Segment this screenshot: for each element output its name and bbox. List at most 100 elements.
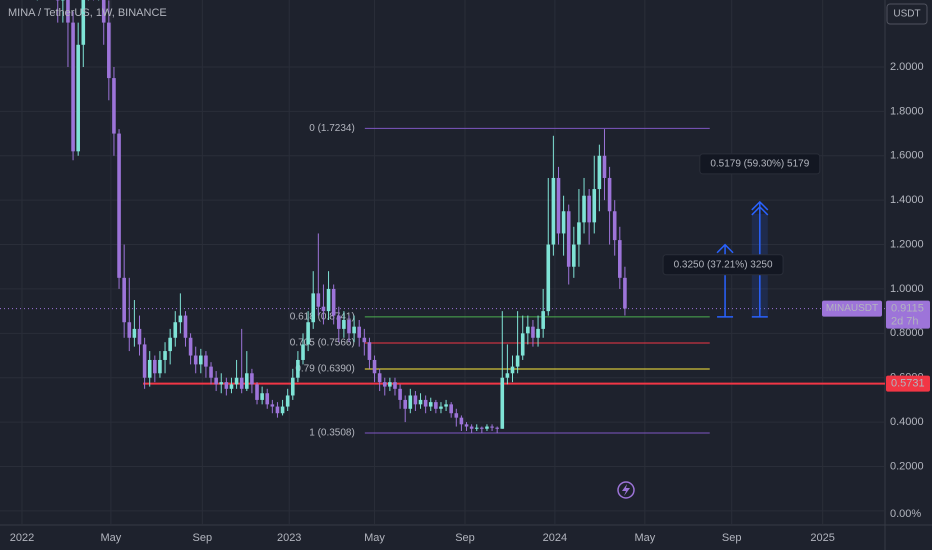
overlay: 0.00%0.20000.40000.60000.80001.00001.200…: [10, 61, 930, 544]
y-tick-label: 1.8000: [890, 105, 924, 117]
symbol-label: MINAUSDT: [826, 303, 878, 314]
candle-body: [101, 0, 106, 23]
candle-body: [71, 22, 75, 152]
candle-body: [117, 133, 121, 278]
y-tick-label: 0.00%: [890, 508, 921, 520]
candle-body: [347, 320, 351, 334]
candle-body: [520, 333, 525, 356]
candle-body: [326, 288, 331, 312]
price-axis-bg: [885, 0, 932, 550]
candle-body: [244, 373, 249, 389]
candle-body: [515, 355, 520, 367]
candle-body: [367, 342, 372, 360]
x-tick-label: 2024: [543, 532, 567, 544]
candle-body: [239, 377, 244, 389]
candle-body: [597, 155, 602, 190]
candle-body: [357, 326, 362, 338]
plot-area: 0 (1.7234) 0.618 (0.8741) 0.705 (0.7566) 0.…: [0, 0, 885, 439]
candle-body: [464, 424, 469, 427]
currency-label[interactable]: USDT: [893, 9, 920, 20]
candle-body: [158, 359, 162, 374]
y-tick-label: 1.2000: [890, 238, 924, 250]
candle-body: [618, 240, 622, 278]
candle-body: [127, 322, 132, 338]
candle-body: [142, 344, 147, 378]
candle-body: [612, 211, 617, 241]
currency-box[interactable]: [886, 3, 928, 25]
measure-label-text: 0.5179 (59.30%) 5179: [710, 159, 809, 170]
candle-body: [362, 337, 367, 343]
measure-label: 0.3250 (37.21%) 3250: [662, 254, 784, 276]
candle-body: [418, 399, 423, 405]
candle-body: [132, 328, 137, 338]
candle-body: [469, 426, 474, 429]
candle-body: [183, 315, 188, 338]
fib-label: 0 (1.7234): [309, 123, 355, 134]
candle-body: [342, 320, 346, 329]
candle-body: [224, 382, 229, 389]
candle-body: [444, 404, 448, 407]
candle-body: [602, 155, 607, 178]
x-tick-label: Sep: [722, 532, 742, 544]
measure-label-text: 0.3250 (37.21%) 3250: [674, 259, 773, 270]
candle-body: [193, 355, 198, 365]
candle-body: [188, 337, 193, 356]
x-tick-label: 2023: [277, 532, 301, 544]
candle-body: [505, 373, 510, 378]
candle-body: [592, 189, 597, 223]
x-tick-label: 2025: [810, 532, 834, 544]
candle-body: [107, 22, 111, 79]
candle-body: [572, 244, 576, 267]
fib-label: 0.79 (0.6390): [295, 364, 355, 375]
candle-body: [495, 427, 499, 429]
candle-body: [623, 277, 627, 309]
support-price-label: 0.5731: [891, 378, 925, 390]
candle-body: [209, 366, 213, 378]
candle-body: [275, 406, 280, 414]
fib-label: 1 (0.3508): [309, 428, 355, 439]
x-tick-label: 2022: [10, 532, 34, 544]
x-tick-label: Sep: [193, 532, 213, 544]
candle-body: [311, 293, 316, 323]
candle-body: [546, 244, 551, 312]
candle-body: [561, 211, 566, 234]
candle-body: [219, 382, 224, 385]
candle-body: [321, 306, 326, 312]
candle-body: [153, 359, 157, 374]
candle-body: [372, 359, 377, 374]
candle-body: [250, 373, 254, 385]
candle-body: [526, 326, 530, 334]
candle-body: [577, 222, 581, 245]
candle-body: [352, 326, 356, 334]
candle-body: [423, 399, 428, 407]
candle-body: [316, 293, 321, 307]
candle-body: [474, 427, 479, 429]
candle-body: [510, 366, 515, 374]
candle-body: [480, 427, 484, 429]
lightning-icon[interactable]: [617, 481, 635, 499]
candle-body: [582, 195, 586, 223]
candle-body: [234, 377, 239, 385]
candle-body: [587, 195, 591, 223]
candle-body: [285, 395, 290, 407]
candle-body: [76, 44, 80, 152]
y-tick-label: 1.0000: [890, 283, 924, 295]
candle-body: [255, 384, 259, 400]
candle-body: [173, 322, 178, 338]
candle-body: [459, 417, 464, 425]
candle-body: [439, 406, 443, 409]
candle-body: [147, 359, 152, 378]
symbol-tag: [822, 300, 882, 317]
candle-body: [199, 355, 203, 365]
candle-body: [500, 377, 505, 429]
x-tick-label: May: [100, 532, 121, 544]
candle-body: [260, 393, 264, 400]
candle-body: [377, 373, 382, 383]
candle-body: [434, 402, 438, 409]
candle-body: [66, 0, 70, 23]
support-price-tag: [886, 375, 930, 392]
candle-body: [163, 351, 167, 360]
candle-body: [112, 78, 116, 134]
candle-body: [541, 311, 545, 329]
candle-body: [388, 382, 392, 387]
